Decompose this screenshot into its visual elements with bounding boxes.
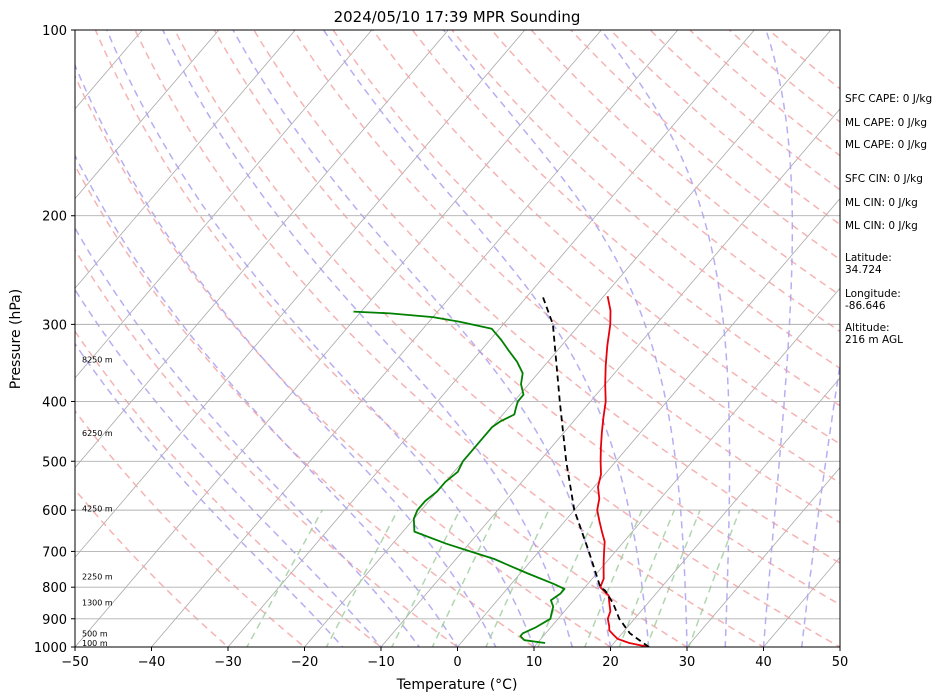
latitude-label: Latitude:: [845, 252, 892, 264]
moist-adiabat-line: [600, 30, 731, 647]
dry-adiabat-line: [75, 74, 612, 647]
dry-adiabat-line: [253, 30, 840, 565]
ml-cape-2: ML CAPE: 0 J/kg: [845, 139, 927, 151]
isotherm-line: [227, 30, 755, 647]
ml-cape-1: ML CAPE: 0 J/kg: [845, 117, 927, 129]
y-tick-label: 300: [42, 318, 67, 333]
height-label: 8250 m: [82, 355, 113, 364]
moist-adiabat-line: [323, 30, 650, 647]
mixing-ratio-line: [325, 509, 399, 647]
moist-adiabat-line: [762, 30, 794, 647]
moist-adiabat-line: [443, 30, 688, 647]
dry-adiabat-line: [213, 30, 840, 606]
mixing-ratio-line: [645, 509, 701, 647]
height-label: 4250 m: [82, 504, 113, 513]
mixing-ratio-line: [688, 509, 741, 647]
y-tick-label: 400: [42, 395, 67, 410]
height-label: 2250 m: [82, 572, 113, 581]
dewpoint-line: [353, 310, 566, 644]
x-tick-label: 10: [526, 655, 543, 670]
moist-adiabat-line: [75, 154, 459, 647]
dry-adiabat-line: [371, 30, 840, 445]
longitude-label: Longitude:: [845, 288, 901, 300]
dry-adiabat-line: [75, 248, 459, 647]
moist-adiabat-line: [75, 63, 497, 647]
latitude-value: 34.724: [845, 264, 882, 276]
height-label: 1300 m: [82, 599, 113, 608]
dry-adiabat-line: [411, 30, 840, 407]
x-tick-label: −40: [138, 655, 165, 670]
ml-cin-2: ML CIN: 0 J/kg: [845, 220, 918, 232]
altitude-value: 216 m AGL: [845, 334, 903, 346]
longitude-value: -86.646: [845, 300, 886, 312]
y-tick-label: 100: [42, 24, 67, 39]
dry-adiabat-line: [292, 30, 840, 524]
y-tick-label: 1000: [34, 641, 67, 656]
x-tick-label: 0: [453, 655, 461, 670]
dry-adiabat-line: [332, 30, 840, 484]
profiles: [353, 295, 650, 647]
x-tick-label: 40: [755, 655, 772, 670]
y-tick-label: 800: [42, 581, 67, 596]
height-label: 500 m: [82, 629, 108, 638]
moist-adiabat-line: [75, 288, 382, 647]
x-tick-label: −20: [291, 655, 318, 670]
sfc-cape: SFC CAPE: 0 J/kg: [845, 93, 932, 105]
x-axis-label: Temperature (°C): [396, 677, 518, 693]
x-tick-label: 20: [602, 655, 619, 670]
isotherm-line: [75, 30, 602, 647]
y-tick-label: 500: [42, 455, 67, 470]
dry-adiabat-line: [75, 163, 536, 647]
dry-adiabat-line: [75, 488, 230, 647]
moist-adiabat-line: [162, 30, 574, 647]
x-tick-label: −10: [367, 655, 394, 670]
background-lines: [75, 30, 840, 647]
isotherm-line: [609, 377, 840, 647]
sidebar: SFC CAPE: 0 J/kg ML CAPE: 0 J/kg ML CAPE…: [845, 93, 932, 346]
altitude-label: Altitude:: [845, 322, 890, 334]
mixing-ratio-line: [390, 509, 461, 647]
x-tick-label: −50: [61, 655, 88, 670]
temperature-line: [596, 296, 649, 647]
x-axis-ticks: −50 −40 −30 −20 −10 0 10 20 30 40 50: [61, 647, 848, 670]
isotherm-line: [380, 108, 840, 647]
y-tick-label: 900: [42, 613, 67, 628]
ml-cin-1: ML CIN: 0 J/kg: [845, 197, 918, 209]
pressure-gridlines: [75, 30, 840, 647]
y-tick-label: 700: [42, 545, 67, 560]
height-label: 100 m: [82, 639, 108, 648]
height-label: 6250 m: [82, 429, 113, 438]
y-tick-label: 600: [42, 504, 67, 519]
isotherm-line: [75, 30, 220, 200]
parcel-line: [541, 295, 650, 647]
moist-adiabat-line: [75, 226, 421, 647]
isotherm-line: [75, 30, 449, 469]
moist-adiabat-line: [801, 359, 840, 647]
isotherm-line: [303, 30, 832, 647]
moist-adiabat-line: [106, 30, 535, 647]
isotherm-line: [150, 30, 679, 647]
dry-adiabat-line: [134, 30, 766, 647]
y-axis-ticks: 100 200 300 400 500 600 700 800 900 1000: [34, 24, 75, 656]
dry-adiabat-line: [173, 30, 840, 647]
chart-title: 2024/05/10 17:39 MPR Sounding: [334, 8, 581, 26]
isotherm-line: [75, 30, 296, 289]
y-tick-label: 200: [42, 210, 67, 225]
x-tick-label: 50: [832, 655, 849, 670]
mixing-ratio-line: [246, 509, 324, 647]
sfc-cin: SFC CIN: 0 J/kg: [845, 173, 923, 185]
y-axis-label: Pressure (hPa): [8, 289, 24, 389]
x-tick-label: 30: [679, 655, 696, 670]
isotherm-line: [75, 30, 526, 558]
isotherm-line: [533, 287, 840, 647]
isotherm-line: [686, 467, 840, 647]
x-tick-label: −30: [214, 655, 241, 670]
